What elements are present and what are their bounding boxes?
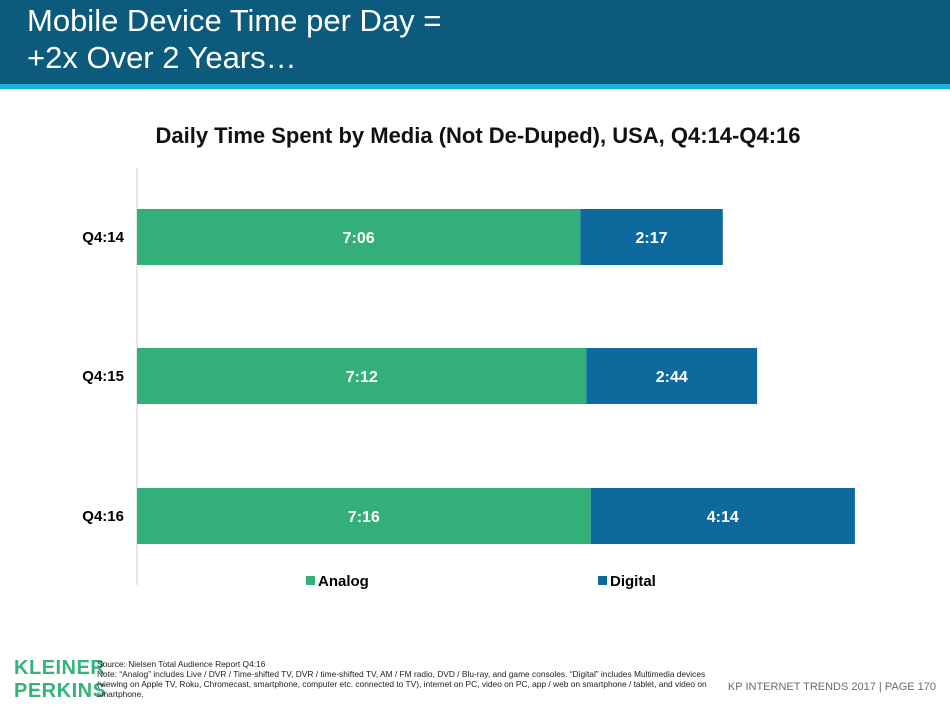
source-text: Source: Nielsen Total Audience Report Q4… bbox=[97, 659, 266, 669]
page-title-line-1: Mobile Device Time per Day = bbox=[27, 3, 442, 38]
data-label-digital-1: 2:17 bbox=[635, 230, 667, 247]
logo-line-2: PERKINS bbox=[14, 680, 107, 702]
legend-label-digital: Digital bbox=[610, 573, 656, 590]
page-title-line-2: +2x Over 2 Years… bbox=[27, 40, 297, 75]
data-label-analog-1: 7:06 bbox=[343, 230, 375, 247]
data-label-analog-2: 7:12 bbox=[346, 369, 378, 386]
bar-digital-3 bbox=[590, 488, 855, 544]
legend-swatch-digital bbox=[598, 576, 607, 585]
legend-swatch-analog bbox=[306, 576, 315, 585]
data-label-analog-3: 7:16 bbox=[348, 509, 380, 526]
source-note: Source: Nielsen Total Audience Report Q4… bbox=[97, 659, 707, 699]
bar-analog-2 bbox=[137, 348, 587, 404]
header-accent-stripe bbox=[0, 84, 950, 89]
bar-analog-1 bbox=[137, 209, 581, 265]
chart-title: Daily Time Spent by Media (Not De-Duped)… bbox=[155, 123, 800, 148]
header-banner bbox=[0, 0, 950, 84]
data-label-digital-2: 2:44 bbox=[656, 369, 688, 386]
category-label-q4-16: Q4:16 bbox=[82, 508, 124, 525]
category-label-q4-14: Q4:14 bbox=[82, 229, 124, 246]
data-label-digital-3: 4:14 bbox=[707, 509, 739, 526]
legend-label-analog: Analog bbox=[318, 573, 369, 590]
bar-digital-1 bbox=[580, 209, 723, 265]
logo-line-1: KLEINER bbox=[14, 657, 106, 679]
bar-digital-2 bbox=[586, 348, 758, 404]
note-text: Note: “Analog” includes Live / DVR / Tim… bbox=[97, 669, 707, 699]
category-label-q4-15: Q4:15 bbox=[82, 368, 124, 385]
page-label: KP INTERNET TRENDS 2017 | PAGE 170 bbox=[727, 681, 936, 693]
bar-analog-3 bbox=[137, 488, 591, 544]
